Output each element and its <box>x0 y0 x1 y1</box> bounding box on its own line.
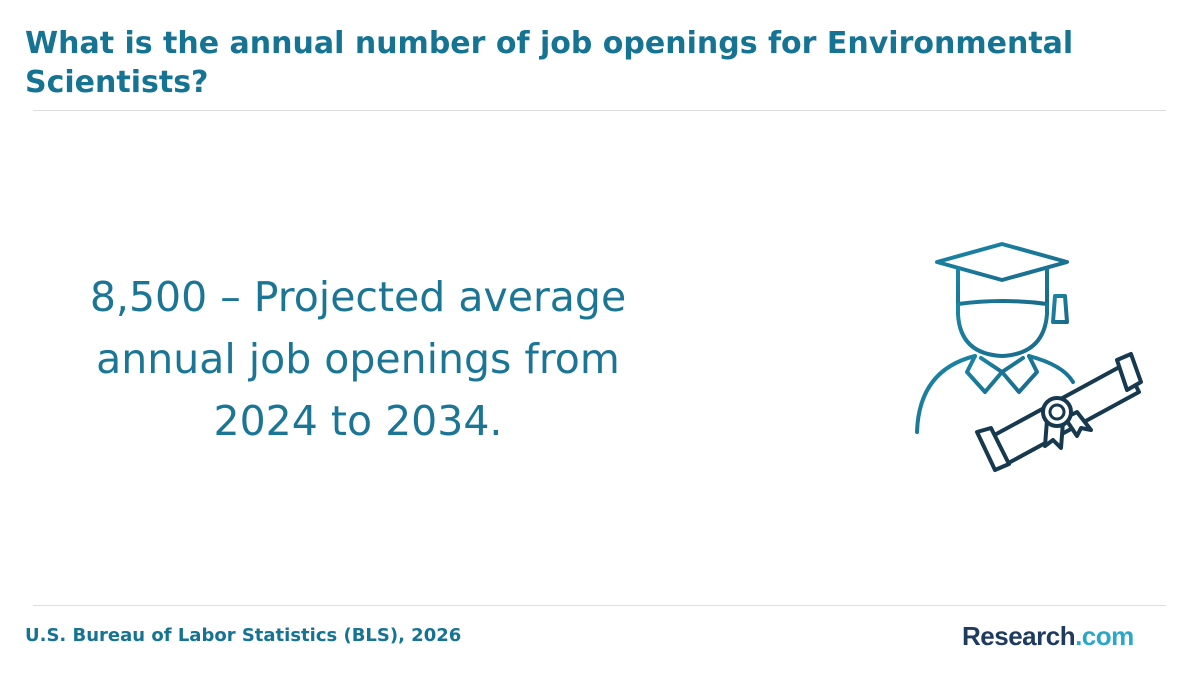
bottom-divider <box>33 605 1166 606</box>
tassel <box>1051 294 1069 324</box>
research-com-logo: Research.com <box>962 620 1134 652</box>
mortarboard-top <box>935 242 1069 282</box>
top-divider <box>33 110 1166 111</box>
graduate-with-diploma-icon <box>915 242 1143 472</box>
logo-main-text: Research <box>962 621 1076 651</box>
diploma-scroll <box>975 352 1143 472</box>
page-title: What is the annual number of job opening… <box>25 26 1074 100</box>
collar-inner <box>979 356 1025 374</box>
seal-inner <box>1048 403 1066 421</box>
statistic-line-2: annual job openings from <box>96 335 620 383</box>
logo-suffix-text: .com <box>1075 621 1134 651</box>
statistic-line-3: 2024 to 2034. <box>213 397 503 445</box>
scroll-right-roll <box>1115 352 1143 392</box>
collar <box>965 354 1039 394</box>
mortarboard-band <box>956 267 1049 306</box>
seal <box>1041 396 1073 428</box>
scroll-left-roll <box>975 426 1011 472</box>
face <box>956 302 1049 358</box>
graduate-figure <box>915 242 1075 434</box>
statistic-text: 8,500 – Projected average annual job ope… <box>40 266 676 452</box>
shoulders <box>915 354 1075 434</box>
source-citation: U.S. Bureau of Labor Statistics (BLS), 2… <box>25 625 462 646</box>
statistic-line-1: 8,500 – Projected average <box>89 273 627 321</box>
